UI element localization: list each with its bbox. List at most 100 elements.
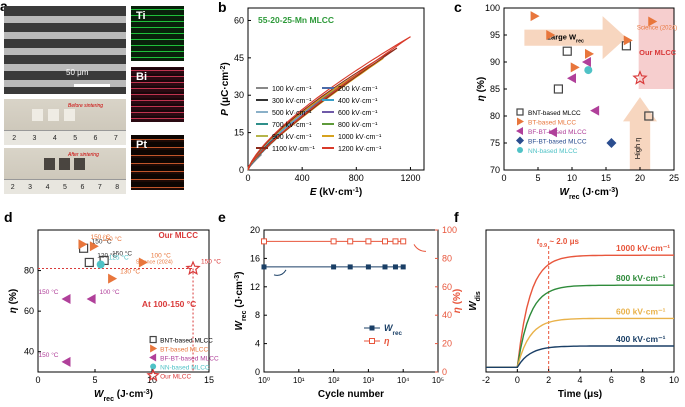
- chart-e-ylabel-part: (J·cm: [234, 281, 245, 311]
- chart-c-point-tri-right: [623, 35, 633, 46]
- chart-e-eta-point: [365, 238, 372, 245]
- chart-b-legend-label: 400 kV·cm⁻¹: [338, 98, 378, 105]
- chart-e-xtick-label: 10³: [363, 376, 375, 385]
- chart-f-series-label: 800 kV·cm⁻¹: [616, 273, 666, 283]
- chart-c-point-square: [553, 84, 564, 94]
- chart-c-legend-label: BF-BT-based MLCC: [528, 139, 587, 146]
- chart-f-t09-label-part: 0.9: [539, 243, 547, 249]
- chart-f-xtick-label: 6: [609, 375, 614, 385]
- chart-e-eta-point: [392, 238, 399, 245]
- sample-square: [44, 158, 55, 170]
- ruler-before: 2 3 4 5 6 7: [4, 130, 126, 145]
- chart-f-ylabel-part: dis: [475, 291, 482, 301]
- chart-d-legend-label: Our MLCC: [160, 374, 191, 381]
- sample-square: [74, 158, 85, 170]
- chart-b-xtick-label: 800: [349, 173, 364, 183]
- sample-square: [59, 158, 70, 170]
- eds-label-ti: Ti: [136, 10, 146, 22]
- chart-c-annotation-large-w: Large Wrec: [546, 32, 584, 44]
- chart-c-point-diamond: [606, 138, 617, 148]
- chart-c-xlabel-part: (J·cm: [579, 187, 609, 198]
- chart-d-legend-marker: [146, 368, 160, 382]
- chart-c-point-square: [644, 111, 654, 121]
- chart-d-frame: [37, 229, 210, 373]
- chart-c-legend-marker: [517, 117, 524, 126]
- chart-c-ytick-label: 75: [490, 138, 500, 148]
- ruler-tick: 5: [73, 134, 78, 142]
- chart-e-eta-point: [261, 238, 267, 245]
- chart-d-annotation-science: Science (2024): [136, 259, 173, 265]
- chart-b-loop-upper: [247, 36, 411, 171]
- panel-label-c: c: [454, 0, 462, 15]
- chart-b-ylabel-part: ): [220, 62, 231, 65]
- chart-d-legend-label: BNT-based MLCC: [160, 338, 213, 345]
- chart-b-legend-label: 500 kV·cm⁻¹: [272, 110, 312, 117]
- chart-e-ylabel-part: W: [234, 320, 245, 331]
- chart-e-ylabel-part: ): [234, 272, 245, 275]
- chart-c-xlabel: Wrec (J·cm-3): [560, 187, 619, 201]
- chart-f-series-line: [486, 284, 674, 368]
- chart-d-ylabel-part: (%): [8, 289, 19, 307]
- chart-b-ytick-label: 60: [234, 15, 244, 25]
- chart-c-point-tri-right: [546, 30, 556, 40]
- chart-e-y2tick-label: 100: [442, 225, 457, 235]
- chart-c-legend-marker: [517, 147, 523, 153]
- chart-e-ytick-label: 4: [255, 339, 260, 349]
- chart-e-xtick-label: 10²: [328, 376, 340, 385]
- chart-c-point-tri-left: [547, 127, 557, 138]
- chart-b-legend-label: 700 kV·cm⁻¹: [272, 122, 312, 129]
- panel-label-f: f: [454, 209, 459, 225]
- chart-e-xtick-label: 10⁴: [397, 376, 410, 385]
- ruler-after: 2 3 4 5 6 7 8: [4, 179, 126, 194]
- chart-c-xtick-label: 15: [601, 173, 611, 183]
- chart-d-xtick-label: 15: [204, 375, 214, 385]
- chart-c-legend-label: BNT-based MLCC: [528, 110, 581, 117]
- chart-c-xtick-label: 25: [669, 173, 679, 183]
- ruler-tick: 6: [80, 183, 85, 191]
- chart-b-title: 55-20-25-Mn MLCC: [258, 15, 334, 25]
- chart-e-frame: [263, 229, 439, 373]
- chart-d-point-label: 150 °C: [90, 233, 110, 241]
- chart-b-xlabel-part: -1: [353, 187, 359, 194]
- chart-c-point-circle: [584, 66, 593, 75]
- chart-e-wrec-point: [331, 264, 337, 270]
- chart-f-ylabel: Wdis: [468, 291, 482, 311]
- chart-d-point-label: 150 °C: [39, 351, 59, 359]
- chart-f-ylabel-part: W: [468, 300, 479, 311]
- chart-c-xtick-label: 10: [567, 173, 577, 183]
- chart-d-point-label: 150 °C: [102, 235, 122, 243]
- chart-e-legend-marker: [369, 325, 375, 331]
- chart-d-point-label: 100 °C: [100, 288, 120, 296]
- chart-e-xtick-label: 10⁰: [258, 376, 270, 385]
- eds-label-bi: Bi: [136, 71, 147, 83]
- chart-b-frame: [247, 7, 425, 171]
- chart-c-point-tri-right: [530, 11, 540, 22]
- chart-d-point-circle: [96, 260, 105, 269]
- eds-map-bi: Bi: [131, 67, 184, 122]
- chart-d-point-tri-right: [89, 241, 99, 252]
- chart-b-xtick-label: 1200: [400, 173, 420, 183]
- chart-c-xtick-label: 0: [501, 173, 506, 183]
- chart-c-point-square: [562, 46, 572, 56]
- before-sintering-label: Before sintering: [68, 103, 104, 109]
- chart-e-y2tick-label: 40: [442, 310, 452, 320]
- chart-b-ylabel-part: (μC·cm: [220, 72, 231, 109]
- chart-c-point-tri-left: [590, 105, 600, 116]
- chart-c-xlabel-part: -3: [609, 187, 615, 194]
- ruler-tick: 5: [63, 183, 67, 191]
- chart-c-point-tri-right: [585, 48, 594, 59]
- chart-d-point-tri-left: [61, 293, 71, 304]
- chart-e-legend-marker: [369, 338, 375, 344]
- chart-e-wrec-point: [365, 264, 371, 270]
- chart-e-y2tick-label: 80: [442, 253, 452, 263]
- chart-e-y2tick-label: 60: [442, 282, 452, 292]
- chart-f-series-label: 400 kV·cm⁻¹: [616, 334, 666, 344]
- chart-c-annotation-large-w-part: rec: [576, 38, 584, 44]
- chart-c-point-tri-right: [648, 16, 658, 27]
- chart-e-legend-label-part: η: [384, 336, 390, 346]
- chart-e-wrec-point: [382, 264, 388, 270]
- chart-d-legend-marker: [150, 344, 158, 353]
- chart-e-arrow-left: [273, 269, 287, 276]
- chart-b-legend-label: 900 kV·cm⁻¹: [272, 134, 312, 141]
- chart-e-legend-label-part: rec: [393, 330, 403, 337]
